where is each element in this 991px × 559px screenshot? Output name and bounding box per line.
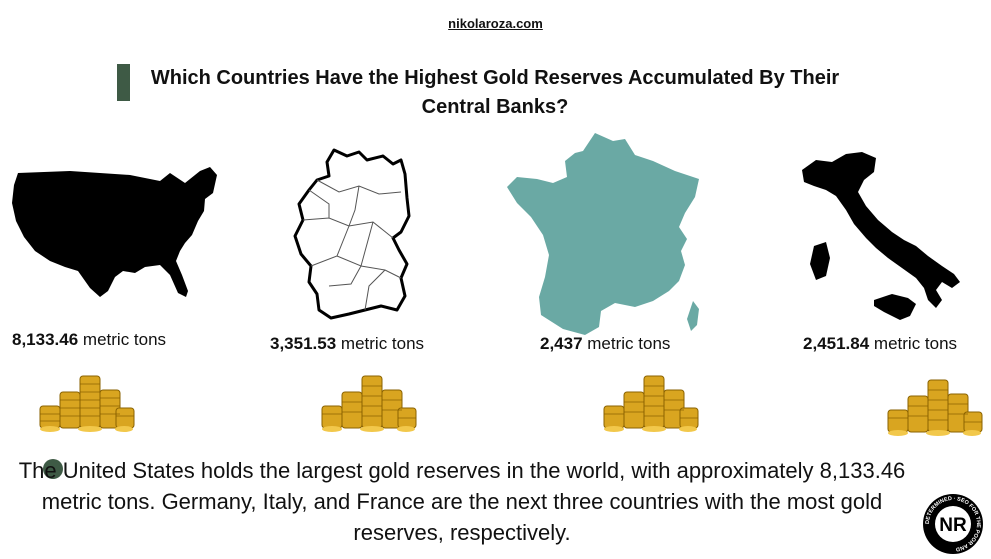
gold-coins-icon: [39, 375, 135, 432]
nr-logo[interactable]: DETERMINED · SEO FOR THE POOR AND NR: [922, 493, 984, 555]
usa-map-icon: [12, 167, 217, 297]
gold-coins-icon: [603, 375, 699, 432]
site-url[interactable]: nikolaroza.com: [448, 16, 543, 31]
germany-gold-reserve: 3,351.53 metric tons: [270, 334, 425, 353]
italy-map-icon: [802, 152, 960, 320]
svg-text:NR: NR: [939, 515, 967, 536]
france-map-icon: [507, 133, 699, 335]
gold-coins-icon: [887, 379, 983, 436]
germany-map-icon: [293, 148, 411, 320]
summary-text: The United States holds the largest gold…: [18, 458, 906, 545]
gold-coins-icon: [321, 375, 417, 432]
france-gold-reserve: 2,437 metric tons: [540, 334, 671, 353]
usa-gold-reserve: 8,133.46 metric tons: [12, 330, 167, 349]
italy-gold-reserve: 2,451.84 metric tons: [803, 334, 958, 353]
bullet-dot: [43, 459, 63, 479]
title-accent-bar: [117, 64, 130, 101]
page-title: Which Countries Have the Highest Gold Re…: [150, 67, 840, 118]
